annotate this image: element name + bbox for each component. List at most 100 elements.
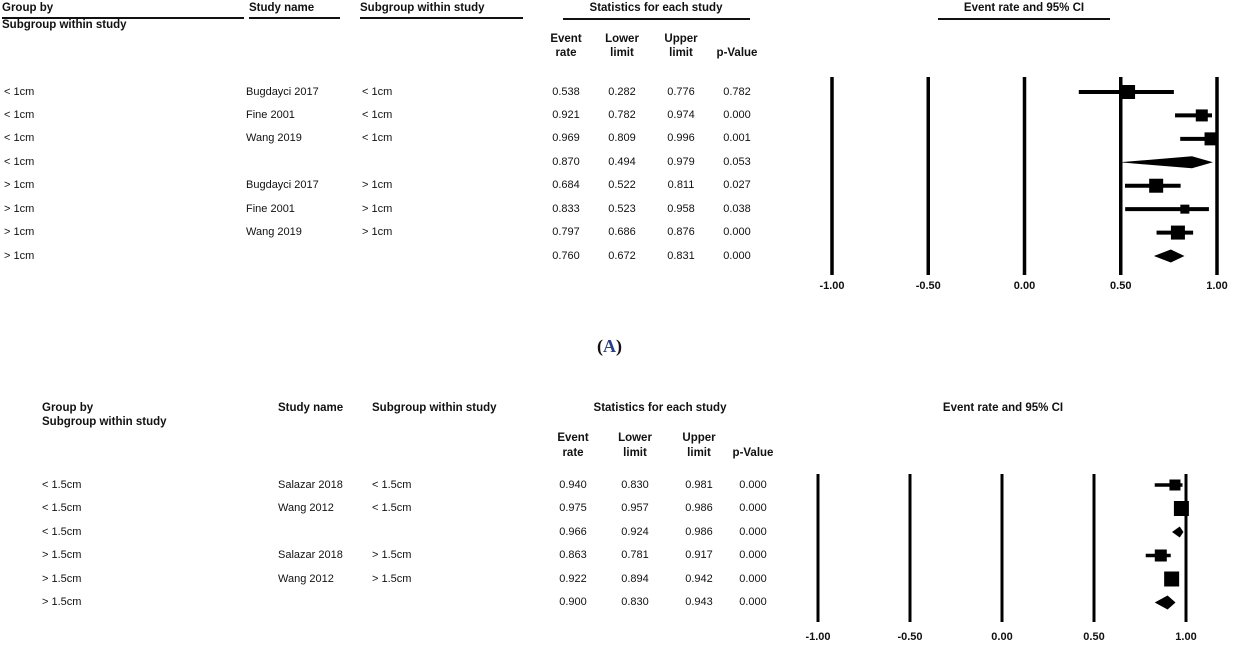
stat-lower-limit: 0.522 [608,179,636,192]
row-study-label: Fine 2001 [246,108,295,121]
study-point-square [1195,109,1208,122]
stat-lower-limit: 0.523 [608,202,636,215]
study-point-square [1180,204,1190,214]
stat-col-header-line2: p-Value [716,47,758,59]
stat-p-value: 0.000 [739,502,767,514]
row-subgroup-label: < 1.5cm [372,478,412,491]
axis-tick-label: 1.00 [1206,280,1228,292]
stat-p-value: 0.000 [739,549,767,561]
stat-p-value: 0.000 [739,478,767,491]
stat-event-rate: 0.870 [552,155,580,168]
stat-upper-limit: 0.943 [685,596,713,608]
stat-upper-limit: 0.876 [667,226,695,239]
stat-upper-limit: 0.981 [685,478,713,491]
row-group-label: < 1cm [4,132,35,145]
row-subgroup-label: > 1cm [362,202,393,215]
row-subgroup-label: < 1cm [362,108,393,121]
plot-header: Event rate and 95% CI [942,402,1064,414]
stat-event-rate: 0.833 [552,202,580,215]
stat-event-rate: 0.966 [559,525,587,538]
stat-upper-limit: 0.917 [685,549,713,561]
study-name-header: Study name [249,2,315,14]
study-point-square [1149,178,1164,193]
panel-a-label-letter: A [603,336,616,356]
stats-header-rule [563,17,750,20]
axis-tick-label: -0.50 [915,280,941,292]
row-group-label: > 1cm [4,249,35,262]
row-group-label: > 1cm [4,202,35,215]
stat-event-rate: 0.922 [559,572,587,585]
stat-p-value: 0.000 [739,596,767,608]
stat-upper-limit: 0.979 [667,155,695,168]
row-group-label: > 1cm [4,179,35,192]
axis-tick-label: 0.50 [1110,280,1132,292]
axis-tick-label: 0.00 [1013,280,1036,292]
stat-col-header-line1: Upper [664,33,698,45]
stat-col-header-line2: limit [623,447,647,459]
summary-diamond [1172,526,1184,538]
study-point-square [1154,549,1167,562]
stat-event-rate: 0.538 [552,85,580,98]
stat-upper-limit: 0.776 [667,85,695,98]
stat-col-header-line1: Event [550,33,582,45]
row-subgroup-label: < 1cm [362,132,393,145]
subgroup-header-rule [360,16,523,19]
stat-p-value: 0.038 [723,202,751,215]
group-header-rule [2,16,244,19]
stat-event-rate: 0.760 [552,249,580,262]
group-by-header: Group by [2,2,54,14]
row-subgroup-label: > 1.5cm [372,572,412,585]
stat-col-header-line2: rate [555,47,577,59]
stat-col-header-line2: limit [610,47,634,59]
stat-lower-limit: 0.809 [608,132,636,145]
row-subgroup-label: > 1.5cm [372,549,412,561]
stats-header: Statistics for each study [593,402,727,414]
stat-event-rate: 0.969 [552,132,580,145]
stats-header: Statistics for each study [589,2,723,14]
subgroup-header: Subgroup within study [372,402,497,414]
stat-lower-limit: 0.282 [608,85,636,98]
stat-col-header-line1: Lower [605,33,639,45]
stat-lower-limit: 0.830 [621,478,649,491]
row-study-label: Wang 2012 [278,502,334,514]
subgroup-header: Subgroup within study [360,2,485,14]
summary-diamond [1119,156,1213,169]
group-by-subline: Subgroup within study [42,416,167,428]
stat-upper-limit: 0.958 [667,202,695,215]
row-group-label: < 1.5cm [42,502,82,514]
axis-tick-label: 0.50 [1083,631,1105,643]
row-subgroup-label: > 1cm [362,226,393,239]
stat-upper-limit: 0.942 [685,572,713,585]
stat-upper-limit: 0.831 [667,249,695,262]
row-group-label: < 1.5cm [42,478,82,491]
plot-header: Event rate and 95% CI [963,2,1085,14]
row-study-label: Fine 2001 [246,202,295,215]
group-by-subline: Subgroup within study [2,19,127,31]
group-by-header: Group by [42,402,94,414]
row-group-label: > 1cm [4,226,35,239]
study-point-square [1173,501,1189,516]
stat-p-value: 0.001 [723,132,751,145]
stat-lower-limit: 0.782 [608,108,636,121]
stat-col-header-line2: rate [562,447,584,459]
stat-p-value: 0.782 [723,85,751,98]
stat-event-rate: 0.797 [552,226,580,239]
stat-col-header-line2: p-Value [732,447,774,459]
study-name-header: Study name [278,402,344,414]
panel-a-label-close: ) [616,336,622,356]
row-subgroup-label: > 1cm [362,179,393,192]
row-study-label: Wang 2019 [246,132,302,145]
stat-upper-limit: 0.986 [685,502,713,514]
stat-lower-limit: 0.957 [621,502,649,514]
study-header-rule [249,16,340,19]
stat-lower-limit: 0.672 [608,249,636,262]
row-subgroup-label: < 1cm [362,85,393,98]
stat-lower-limit: 0.830 [621,596,649,608]
stat-lower-limit: 0.781 [621,549,649,561]
stat-col-header-line2: limit [687,447,711,459]
panel-a-label-open: ( [597,336,603,356]
study-point-square [1170,225,1185,240]
study-point-square [1204,132,1218,146]
